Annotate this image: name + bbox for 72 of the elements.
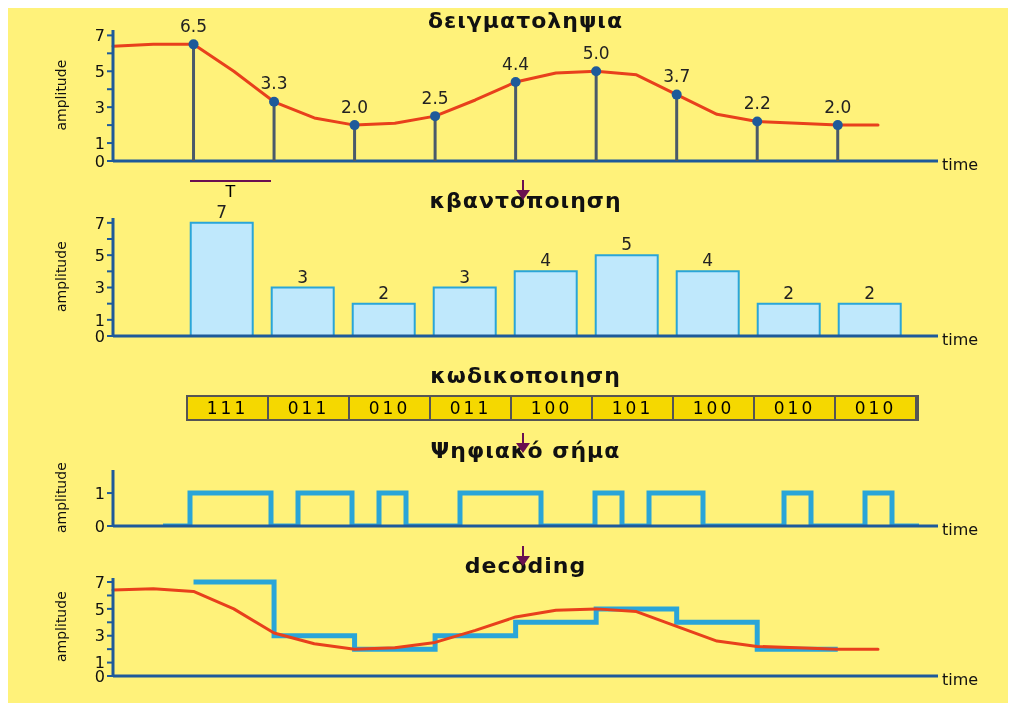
- bar: [270, 286, 335, 336]
- text: 111: [188, 397, 269, 419]
- text: 010: [350, 397, 431, 419]
- bar: [594, 254, 659, 336]
- y-tick-label: 7: [94, 213, 105, 233]
- text: 011: [269, 397, 350, 419]
- y-axis-title: amplitude: [52, 241, 69, 312]
- chart-title: δειγματοληψια: [427, 8, 624, 33]
- data-label: 3.7: [663, 66, 691, 87]
- chart-title: decoding: [463, 553, 588, 578]
- text: κωδικοποιηση: [429, 363, 622, 388]
- data-label: 3: [297, 266, 309, 287]
- point: [269, 96, 280, 107]
- chart-title: κβαντοποιηση: [429, 188, 622, 213]
- data-label: 2: [864, 282, 876, 303]
- bar: [189, 221, 254, 336]
- x-axis-title: time: [942, 154, 979, 174]
- data-label: 2.2: [743, 93, 771, 114]
- data-label: 2: [783, 282, 795, 303]
- point: [752, 116, 763, 127]
- bar: [837, 302, 902, 336]
- y-tick-label: 0: [94, 516, 105, 536]
- text: 010: [836, 397, 917, 419]
- y-tick-label: 3: [94, 278, 105, 298]
- data-label: 5.0: [582, 42, 610, 63]
- data-label: 5: [621, 234, 633, 255]
- data-label: 6.5: [180, 15, 208, 36]
- data-label: 7: [216, 201, 228, 222]
- data-label: 2.0: [824, 96, 852, 117]
- y-axis-title: amplitude: [52, 59, 69, 131]
- y-axis-title: amplitude: [52, 591, 69, 662]
- y-tick-label: 5: [94, 599, 105, 619]
- point: [832, 120, 843, 131]
- data-label: 4: [702, 250, 714, 271]
- data-label: 3: [459, 266, 471, 287]
- x-axis-title: time: [942, 519, 979, 539]
- data-label: 4: [540, 250, 552, 271]
- point: [671, 89, 682, 100]
- y-tick-label: 1: [94, 133, 105, 153]
- data-label: 2: [378, 282, 390, 303]
- bar: [513, 270, 578, 336]
- point: [591, 66, 602, 77]
- data-label: 3.3: [260, 73, 288, 94]
- data-label: 2.0: [341, 96, 369, 117]
- bar: [675, 270, 740, 336]
- y-tick-label: 7: [94, 26, 105, 46]
- text: 010: [755, 397, 836, 419]
- text: T: [190, 180, 271, 201]
- y-tick-label: 1: [94, 483, 105, 503]
- y-tick-label: 5: [94, 245, 105, 265]
- point: [188, 39, 199, 50]
- x-axis-title: time: [942, 329, 979, 349]
- y-tick-label: 5: [94, 61, 105, 81]
- chart-title: Ψηφιακό σήμα: [429, 438, 622, 463]
- data-label: 4.4: [502, 53, 530, 74]
- bar: [351, 302, 416, 336]
- bar: [756, 302, 821, 336]
- y-tick-label: 3: [94, 97, 105, 117]
- y-tick-label: 0: [94, 151, 105, 171]
- text: 011: [431, 397, 512, 419]
- data-label: 2.5: [421, 87, 449, 108]
- bar: [432, 286, 497, 336]
- y-axis-title: amplitude: [52, 462, 69, 533]
- point: [349, 120, 360, 131]
- text: 101: [593, 397, 674, 419]
- y-tick-label: 7: [94, 572, 105, 592]
- x-axis-title: time: [942, 669, 979, 689]
- point: [510, 77, 521, 88]
- point: [430, 111, 441, 122]
- text: 100: [674, 397, 755, 419]
- y-tick-label: 3: [94, 626, 105, 646]
- text: 100: [512, 397, 593, 419]
